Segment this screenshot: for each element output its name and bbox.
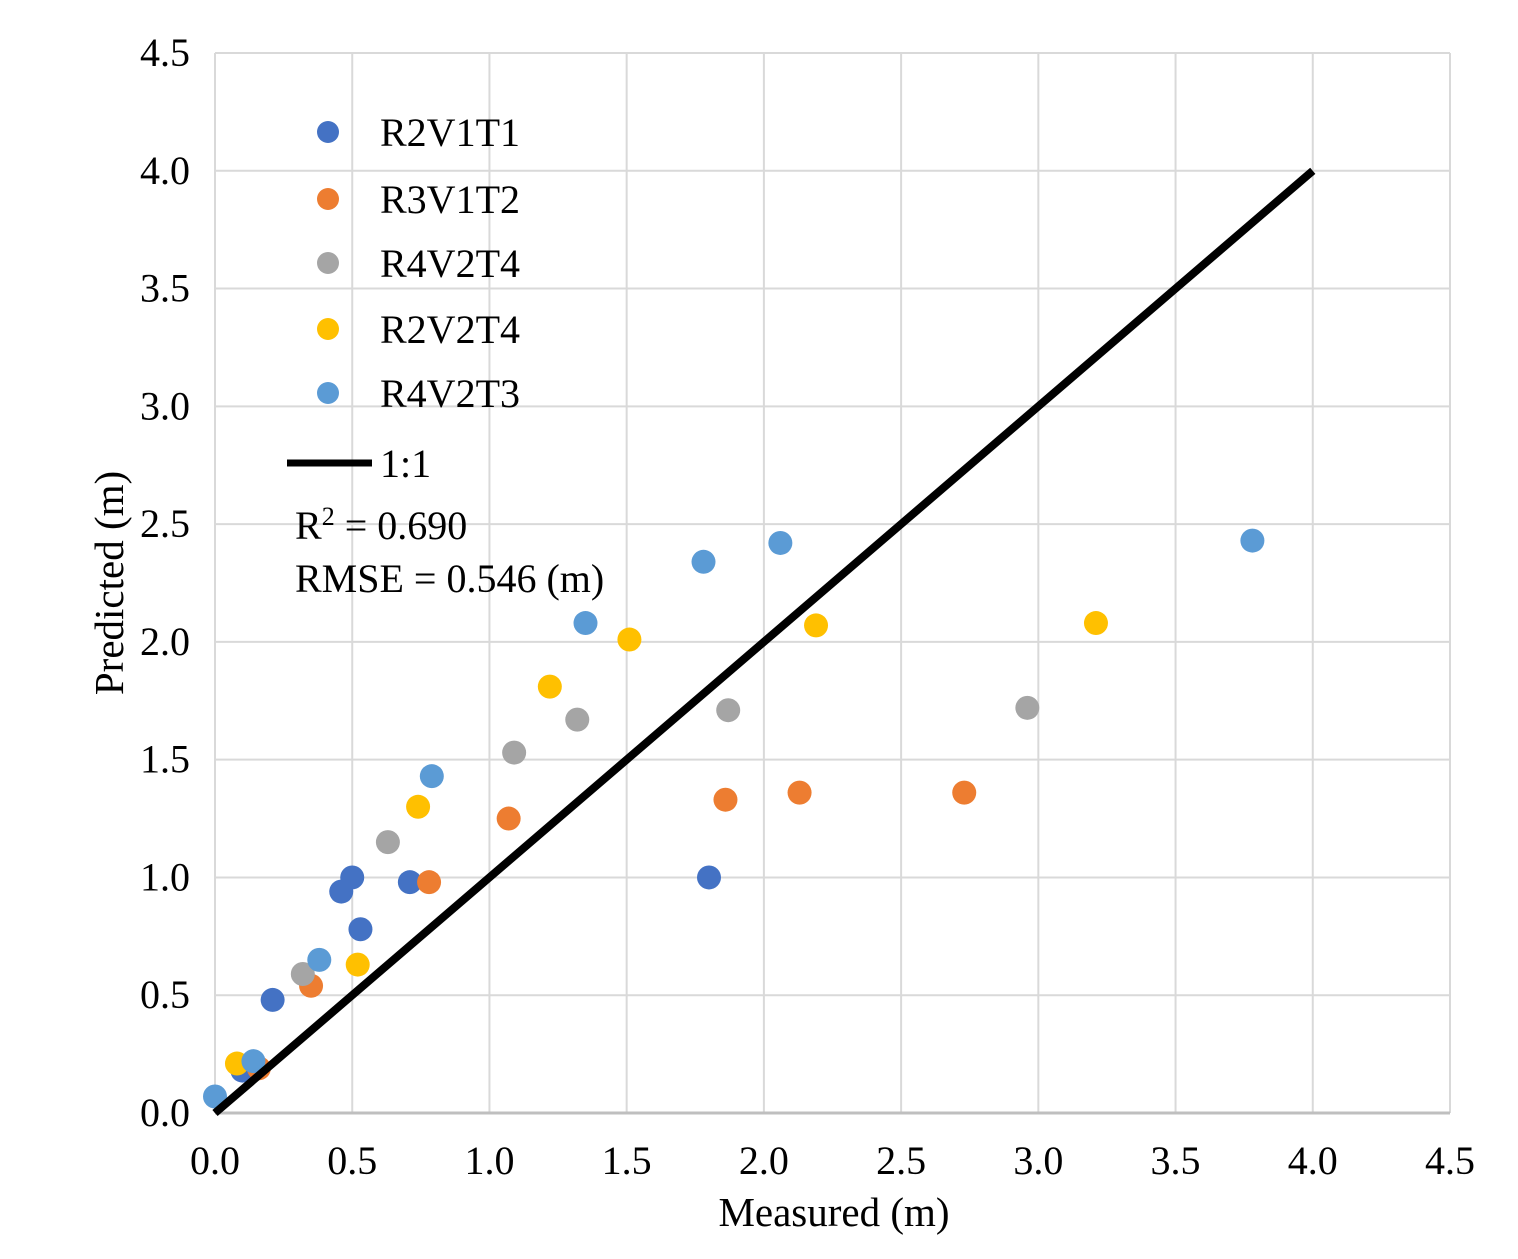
data-point-r2v1t1 [697,865,721,890]
data-point-r2v2t4 [345,952,370,977]
legend-label-one-to-one: 1:1 [380,441,431,486]
data-point-r4v2t3 [691,549,716,574]
data-point-r3v1t2 [787,780,812,805]
legend-marker-r4v2t3 [317,382,339,404]
x-axis-title: Measured (m) [718,1189,949,1235]
data-point-r4v2t3 [768,530,793,555]
x-tick-label: 2.5 [876,1138,926,1183]
legend-label-r2v2t4: R2V2T4 [380,307,520,352]
legend-label-r2v1t1: R2V1T1 [380,110,520,155]
data-point-r3v1t2 [496,806,521,831]
x-tick-label: 1.5 [602,1138,652,1183]
legend: R2V1T1 R3V1T2 R4V2T4 R2V2T4 R4V2T3 1:1 [287,110,520,486]
data-point-r4v2t4 [565,707,590,732]
y-tick-label: 4.0 [140,148,190,193]
legend-label-r3v1t2: R3V1T2 [380,177,520,222]
data-point-r2v1t1 [348,917,373,942]
data-point-r4v2t4 [716,698,741,723]
data-point-r3v1t2 [952,780,977,805]
data-point-r4v2t4 [1015,695,1040,720]
legend-marker-r3v1t2 [317,188,339,210]
x-tick-label: 4.0 [1288,1138,1338,1183]
x-tick-label: 0.0 [190,1138,240,1183]
data-point-r2v1t1 [340,865,365,890]
rmse-annotation: RMSE = 0.546 (m) [295,556,604,601]
data-point-r3v1t2 [713,787,738,812]
data-point-r4v2t3 [307,947,332,972]
y-axis-title: Predicted (m) [86,471,132,695]
data-point-r4v2t3 [241,1049,266,1074]
y-tick-label: 2.5 [140,501,190,546]
data-point-r4v2t4 [290,962,315,987]
data-point-r4v2t3 [419,764,444,789]
axis-tick-labels: 0.0 0.5 1.0 1.5 2.0 2.5 3.0 3.5 4.0 4.5 0.0 0.5 1.0 1… [140,30,1475,1183]
data-point-r2v2t4 [406,794,431,819]
y-tick-label: 1.0 [140,854,190,899]
x-tick-label: 0.5 [327,1138,377,1183]
r-squared-annotation: R2 = 0.690 [295,502,467,548]
x-tick-label: 2.0 [739,1138,789,1183]
data-point-r4v2t3 [573,611,598,636]
legend-marker-r2v1t1 [317,121,339,143]
one-to-one-line-layer [212,167,1316,1117]
data-point-r4v2t4 [502,740,527,765]
data-point-r2v2t4 [804,613,829,638]
data-points [203,528,1265,1109]
y-tick-label: 2.0 [140,619,190,664]
y-tick-label: 3.0 [140,383,190,428]
y-tick-label: 0.5 [140,972,190,1017]
data-point-r4v2t3 [1240,528,1265,553]
stats-annotations: R2 = 0.690 RMSE = 0.546 (m) [295,502,604,601]
x-tick-label: 1.0 [464,1138,514,1183]
data-point-r2v1t1 [260,987,285,1012]
legend-label-r4v2t4: R4V2T4 [380,241,520,286]
data-point-r2v2t4 [1083,611,1108,636]
data-point-r2v2t4 [537,674,562,699]
x-tick-label: 3.5 [1151,1138,1201,1183]
data-point-r4v2t3 [203,1084,227,1109]
data-point-r4v2t4 [375,830,400,855]
y-tick-label: 3.5 [140,266,190,311]
legend-marker-r4v2t4 [317,252,339,274]
data-point-r3v1t2 [417,870,442,895]
data-point-r2v1t1 [397,870,422,895]
data-point-r2v2t4 [617,627,642,652]
y-tick-label: 1.5 [140,737,190,782]
legend-label-r4v2t3: R4V2T3 [380,371,520,416]
y-tick-label: 0.0 [140,1090,190,1135]
one-to-one-line [212,167,1316,1117]
x-tick-label: 3.0 [1013,1138,1063,1183]
x-tick-label: 4.5 [1425,1138,1475,1183]
legend-marker-r2v2t4 [317,318,339,340]
y-tick-label: 4.5 [140,30,190,75]
